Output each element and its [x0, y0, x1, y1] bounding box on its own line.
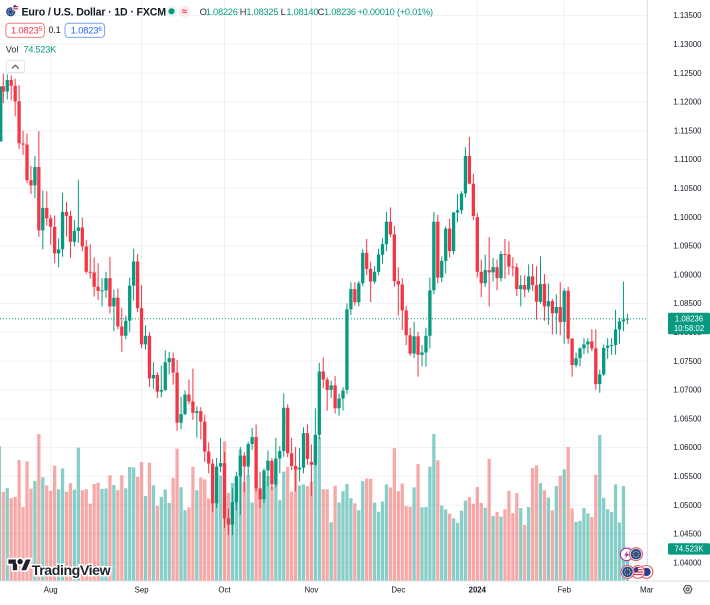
svg-text:Euro / U.S. Dollar · 1D · FXCM: Euro / U.S. Dollar · 1D · FXCM: [22, 7, 167, 19]
svg-text:Dec: Dec: [391, 585, 405, 594]
svg-text:0.1: 0.1: [48, 25, 60, 35]
svg-text:Vol: Vol: [6, 45, 19, 55]
svg-text:1.08236: 1.08236: [71, 24, 102, 35]
svg-text:1.05000: 1.05000: [673, 501, 702, 510]
svg-text:1.08236: 1.08236: [675, 315, 703, 324]
svg-text:1.13500: 1.13500: [673, 11, 702, 20]
svg-text:1.07000: 1.07000: [673, 386, 702, 395]
svg-text:1.08236: 1.08236: [324, 7, 356, 17]
svg-text:Nov: Nov: [304, 585, 318, 594]
svg-text:H: H: [240, 7, 246, 17]
svg-text:1.05500: 1.05500: [673, 472, 702, 481]
svg-text:Sep: Sep: [135, 585, 150, 594]
svg-text:O: O: [200, 7, 207, 17]
svg-text:1.06000: 1.06000: [673, 443, 702, 452]
svg-text:Mar: Mar: [640, 585, 654, 594]
svg-text:Aug: Aug: [44, 585, 58, 594]
svg-text:74.523K: 74.523K: [24, 45, 58, 55]
svg-text:1.07500: 1.07500: [673, 357, 702, 366]
svg-text:1.10500: 1.10500: [673, 184, 702, 193]
svg-text:74.523K: 74.523K: [674, 545, 704, 554]
svg-text:Feb: Feb: [557, 585, 571, 594]
svg-text:1.11000: 1.11000: [674, 155, 702, 164]
svg-text:TradingView: TradingView: [32, 563, 112, 579]
svg-text:≈: ≈: [182, 7, 188, 18]
svg-text:2024: 2024: [469, 585, 487, 594]
svg-text:1.06500: 1.06500: [673, 414, 702, 423]
svg-text:1.08325: 1.08325: [246, 7, 278, 17]
svg-text:1.09000: 1.09000: [673, 270, 702, 279]
svg-text:1.12500: 1.12500: [673, 69, 702, 78]
svg-text:C: C: [318, 7, 325, 17]
svg-text:1.12000: 1.12000: [673, 98, 702, 107]
svg-text:10:58:02: 10:58:02: [674, 324, 704, 333]
svg-text:1.08500: 1.08500: [673, 299, 702, 308]
svg-text:+0.00010 (+0.01%): +0.00010 (+0.01%): [358, 7, 434, 17]
svg-text:1.08235: 1.08235: [11, 24, 42, 35]
svg-text:1.04500: 1.04500: [673, 530, 702, 539]
svg-text:L: L: [281, 7, 286, 17]
svg-text:1.13000: 1.13000: [673, 40, 702, 49]
svg-text:1.08140: 1.08140: [286, 7, 318, 17]
svg-text:1.11500: 1.11500: [674, 126, 702, 135]
svg-text:Oct: Oct: [218, 585, 231, 594]
svg-text:1.10000: 1.10000: [673, 213, 702, 222]
svg-text:1.09500: 1.09500: [673, 242, 702, 251]
svg-text:1.08226: 1.08226: [206, 7, 238, 17]
svg-text:1.04000: 1.04000: [673, 558, 702, 567]
